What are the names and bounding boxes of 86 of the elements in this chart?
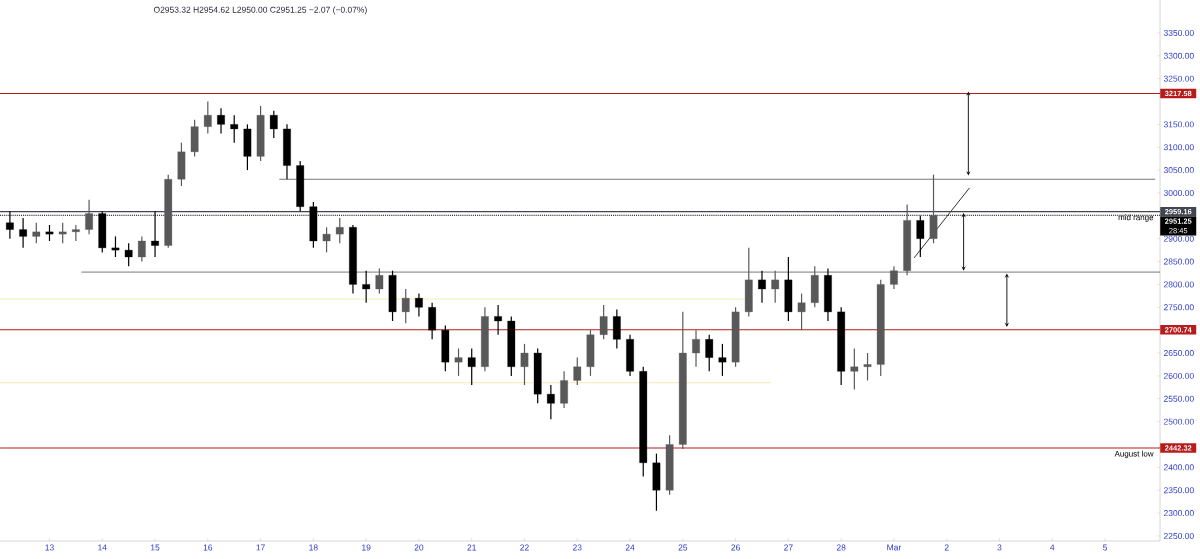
- candlestick: [388, 270, 397, 322]
- candlestick: [573, 357, 582, 386]
- candlestick: [296, 160, 305, 212]
- x-tick-label: 28: [836, 544, 846, 551]
- y-tick-label: 3050.00: [1163, 167, 1194, 174]
- y-tick-label: 2850.00: [1163, 258, 1194, 265]
- candlestick: [507, 315, 516, 377]
- candlestick: [533, 347, 542, 404]
- candlestick: [362, 270, 370, 304]
- y-tick-label: 2650.00: [1163, 350, 1194, 357]
- x-tick-label: 13: [45, 544, 54, 551]
- candlestick: [335, 217, 344, 244]
- y-tick-label: 3250.00: [1163, 75, 1194, 82]
- x-tick-label: Mar: [887, 544, 902, 551]
- x-tick-label: 25: [678, 544, 688, 551]
- candlestick: [72, 224, 80, 242]
- candlestick: [520, 343, 529, 386]
- candlestick: [138, 235, 146, 263]
- y-tick-label: 2900.00: [1163, 235, 1194, 242]
- x-tick-label: 27: [784, 544, 793, 551]
- x-tick-label: 20: [414, 544, 424, 551]
- x-tick-label: 16: [203, 544, 213, 551]
- y-tick-label: 2550.00: [1163, 395, 1194, 402]
- y-tick-label: 3350.00: [1163, 29, 1194, 36]
- annotation: O2953.32 H2954.62 L2950.00 C2951.25 −2.07 (−0.07%): [153, 6, 367, 15]
- candlestick: [599, 304, 608, 340]
- candlestick: [243, 123, 252, 171]
- x-tick-label: 15: [150, 544, 160, 551]
- candlestick: [58, 222, 67, 244]
- candlestick: [876, 279, 885, 377]
- candlestick: [111, 235, 120, 258]
- y-tick-label: 2250.00: [1163, 532, 1194, 539]
- candlestick: [678, 311, 687, 450]
- y-tick-label: 3150.00: [1163, 121, 1194, 128]
- candlestick: [177, 142, 186, 187]
- candlestick: [256, 105, 265, 162]
- x-tick-label: 17: [256, 544, 265, 551]
- y-tick-label: 2500.00: [1163, 418, 1194, 425]
- candlestick: [797, 292, 806, 331]
- candlestick: [467, 347, 476, 386]
- y-tick-label: 3100.00: [1163, 144, 1194, 151]
- candlestick: [494, 304, 502, 336]
- y-tick-label: 2300.00: [1163, 510, 1194, 517]
- candlestick: [652, 453, 661, 512]
- candlestick: [322, 226, 331, 254]
- candlestick: [863, 352, 872, 382]
- candlestick: [230, 114, 239, 144]
- x-tick-label: 21: [467, 544, 477, 551]
- x-tick-label: 19: [362, 544, 371, 551]
- y-tick-label: 3000.00: [1163, 189, 1194, 196]
- candlestick: [784, 256, 793, 322]
- candlestick: [613, 308, 621, 350]
- candlestick: [665, 434, 674, 496]
- candlestick: [203, 100, 212, 135]
- y-tick-label: 2400.00: [1163, 464, 1194, 471]
- candlestick: [124, 242, 133, 267]
- y-tick-label: 2600.00: [1163, 372, 1194, 379]
- candlestick: [441, 324, 450, 372]
- x-tick-label: 3: [997, 544, 1002, 551]
- x-tick-label: 18: [309, 544, 318, 551]
- y-tick-label: 3300.00: [1163, 52, 1194, 59]
- candlestick: [850, 347, 859, 391]
- candlestick: [705, 334, 714, 372]
- x-tick-label: 4: [1050, 544, 1055, 551]
- candlestick: [401, 288, 410, 324]
- x-tick-label: 14: [98, 544, 107, 551]
- candlestick: [718, 343, 727, 377]
- x-tick-label: 5: [1103, 544, 1108, 551]
- x-tick-label: 22: [520, 544, 529, 551]
- candlestick: [586, 329, 595, 377]
- y-tick-label: 2350.00: [1163, 487, 1194, 494]
- candlestick: [32, 222, 41, 244]
- candlestick: [190, 119, 199, 157]
- x-tick-label: 24: [625, 544, 635, 551]
- x-tick-label: 23: [572, 544, 582, 551]
- candlestick: [269, 110, 278, 139]
- candlestick: [758, 270, 766, 304]
- y-tick-label: 2800.00: [1163, 281, 1194, 288]
- candlestick: [837, 306, 845, 386]
- y-tick-label: 2750.00: [1163, 304, 1194, 311]
- x-tick-label: 2: [944, 544, 949, 551]
- x-tick-label: 26: [731, 544, 740, 551]
- candlestick: [731, 306, 740, 368]
- candlestick: [639, 366, 648, 478]
- candlestick: [454, 347, 463, 377]
- candlestick: [164, 174, 173, 249]
